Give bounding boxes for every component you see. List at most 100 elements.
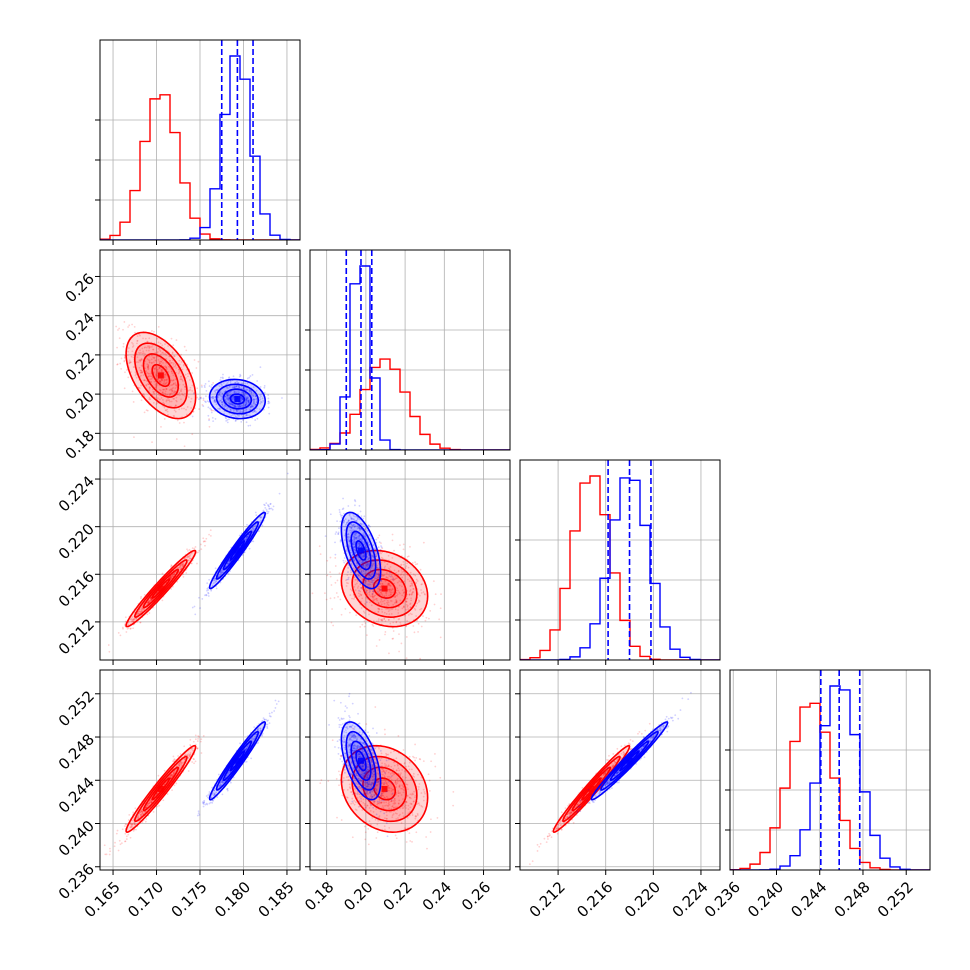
scatter-point (336, 520, 338, 523)
scatter-point (219, 399, 222, 402)
scatter-point (165, 409, 168, 412)
scatter-point (159, 389, 161, 391)
scatter-point (220, 399, 222, 402)
scatter-point (159, 380, 162, 383)
scatter-point (136, 356, 139, 359)
scatter-point (129, 361, 132, 364)
scatter-point (158, 366, 161, 369)
scatter-point (229, 407, 232, 410)
scatter-point (152, 401, 155, 404)
scatter-point (138, 359, 141, 362)
scatter-point (233, 405, 236, 407)
y-tick-label: 0.26 (62, 270, 98, 306)
scatter-point (169, 576, 172, 579)
scatter-point (123, 387, 126, 390)
scatter-point (152, 392, 155, 395)
scatter-point (245, 400, 248, 403)
blue-histogram (100, 55, 300, 240)
scatter-point (229, 390, 232, 393)
scatter-point (172, 391, 175, 394)
scatter-point (238, 411, 241, 414)
scatter-point (212, 395, 214, 398)
scatter-point (146, 363, 149, 366)
scatter-point (198, 735, 200, 738)
scatter-point (146, 366, 149, 369)
scatter-point (156, 383, 158, 386)
scatter-point (182, 575, 185, 578)
scatter-point (224, 389, 227, 392)
scatter-point (148, 359, 151, 362)
scatter-point (160, 425, 162, 428)
scatter-point (186, 549, 189, 552)
scatter-point (175, 384, 178, 387)
scatter-point (270, 507, 273, 510)
scatter-point (191, 389, 194, 392)
scatter-point (149, 600, 152, 603)
scatter-point (219, 571, 222, 574)
scatter-point (123, 321, 126, 323)
scatter-point (175, 396, 178, 399)
scatter-point (167, 399, 169, 402)
scatter-point (339, 520, 342, 523)
scatter-point (232, 397, 235, 400)
x-tick-label: 0.248 (831, 878, 874, 921)
scatter-point (146, 409, 149, 412)
scatter-point (175, 782, 178, 785)
scatter-point (241, 391, 243, 394)
scatter-point (269, 502, 272, 505)
scatter-point (201, 404, 204, 406)
scatter-point (163, 388, 165, 391)
scatter-point (141, 352, 144, 355)
scatter-point (202, 399, 205, 402)
scatter-point (217, 407, 219, 410)
scatter-point (248, 390, 251, 393)
scatter-point (149, 599, 152, 602)
scatter-point (239, 409, 242, 412)
scatter-point (189, 557, 192, 560)
scatter-point (162, 799, 165, 802)
scatter-point (197, 551, 199, 554)
scatter-point (228, 391, 230, 394)
scatter-point (181, 393, 184, 396)
scatter-point (156, 352, 159, 354)
scatter-point (166, 368, 168, 370)
scatter-point (217, 394, 220, 396)
scatter-point (172, 755, 175, 758)
scatter-point (235, 391, 238, 394)
scatter-point (406, 555, 409, 558)
scatter-point (149, 378, 152, 381)
scatter-point (168, 360, 171, 362)
scatter-point (164, 393, 167, 396)
scatter-point (129, 627, 132, 630)
scatter-point (191, 372, 194, 374)
scatter-point (329, 571, 332, 574)
scatter-point (123, 357, 126, 359)
scatter-point (267, 510, 270, 513)
scatter-point (196, 740, 199, 742)
scatter-point (159, 381, 162, 384)
scatter-point (267, 394, 270, 396)
scatter-point (240, 396, 242, 398)
scatter-point (425, 616, 428, 619)
scatter-point (199, 607, 201, 609)
histogram-panel (310, 250, 510, 450)
scatter-point (165, 387, 168, 390)
scatter-point (188, 548, 191, 551)
scatter-point (233, 403, 236, 406)
scatter-point (348, 611, 351, 614)
scatter-point (135, 373, 137, 375)
scatter-point (221, 392, 224, 395)
scatter-point (249, 414, 252, 417)
scatter-point (149, 597, 152, 599)
scatter-point (319, 553, 322, 556)
scatter-point (114, 841, 116, 844)
scatter-point (165, 388, 167, 391)
scatter-point (234, 405, 236, 408)
scatter-point (235, 405, 237, 408)
scatter-point (134, 374, 137, 377)
scatter-point (329, 597, 332, 600)
scatter-point (178, 422, 181, 424)
scatter-point (212, 420, 215, 423)
scatter-point (140, 372, 142, 374)
scatter-panel (310, 460, 510, 660)
